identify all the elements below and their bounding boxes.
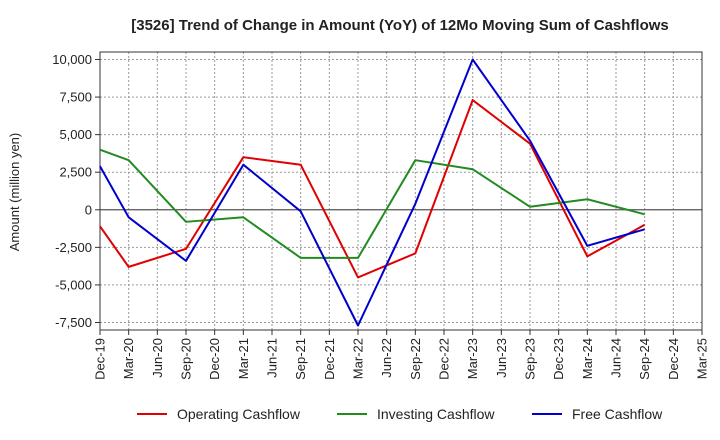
x-tick-label: Dec-24 (666, 338, 681, 380)
investing-cashflow-legend-label: Investing Cashflow (377, 406, 495, 422)
x-tick-label: Mar-20 (121, 338, 136, 379)
x-tick-label: Dec-22 (437, 338, 452, 380)
x-tick-label: Dec-20 (207, 338, 222, 380)
y-tick-label: -5,000 (55, 277, 92, 292)
x-axis-ticks: Dec-19 Mar-20 Jun-20 Sep-20 Dec-20 Mar-21 Jun-… (93, 330, 710, 380)
x-tick-label: Mar-22 (351, 338, 366, 379)
x-tick-label: Mar-25 (695, 338, 710, 379)
y-axis-label: Amount (million yen) (7, 133, 22, 252)
x-tick-label: Jun-20 (150, 338, 165, 378)
y-tick-label: -7,500 (55, 315, 92, 330)
x-tick-label: Mar-21 (236, 338, 251, 379)
x-tick-label: Mar-23 (465, 338, 480, 379)
y-tick-label: -2,500 (55, 240, 92, 255)
x-tick-label: Sep-24 (637, 338, 652, 380)
x-tick-label: Sep-20 (179, 338, 194, 380)
x-tick-label: Dec-19 (93, 338, 108, 380)
x-tick-label: Dec-23 (551, 338, 566, 380)
free-cashflow-line (99, 58, 645, 327)
x-tick-label: Sep-23 (523, 338, 538, 380)
x-tick-label: Jun-21 (265, 338, 280, 378)
x-tick-label: Mar-24 (580, 338, 595, 379)
y-tick-label: 5,000 (59, 127, 92, 142)
free-cashflow-legend-label: Free Cashflow (572, 406, 663, 422)
investing-cashflow-line (99, 148, 645, 259)
plot-border (99, 51, 703, 331)
x-tick-label: Jun-22 (379, 338, 394, 378)
y-axis-ticks: 10,000 7,500 5,000 2,500 0 -2,500 -5,000 -7,500 (52, 52, 100, 330)
x-tick-label: Dec-21 (322, 338, 337, 380)
series-lines (99, 58, 646, 327)
y-tick-label: 10,000 (52, 52, 92, 67)
plot-frame (99, 51, 703, 331)
grid-lines (99, 52, 703, 330)
x-tick-label: Sep-22 (408, 338, 423, 380)
x-tick-label: Jun-23 (494, 338, 509, 378)
x-tick-label: Jun-24 (609, 338, 624, 378)
chart-title: [3526] Trend of Change in Amount (YoY) o… (131, 17, 669, 34)
operating-cashflow-line (99, 99, 646, 279)
operating-cashflow-legend-label: Operating Cashflow (177, 406, 301, 422)
y-tick-label: 7,500 (59, 90, 92, 105)
y-tick-label: 0 (85, 202, 92, 217)
legend: Operating Cashflow Investing Cashflow Free… (137, 406, 663, 422)
y-tick-label: 2,500 (59, 165, 92, 180)
x-tick-label: Sep-21 (293, 338, 308, 380)
